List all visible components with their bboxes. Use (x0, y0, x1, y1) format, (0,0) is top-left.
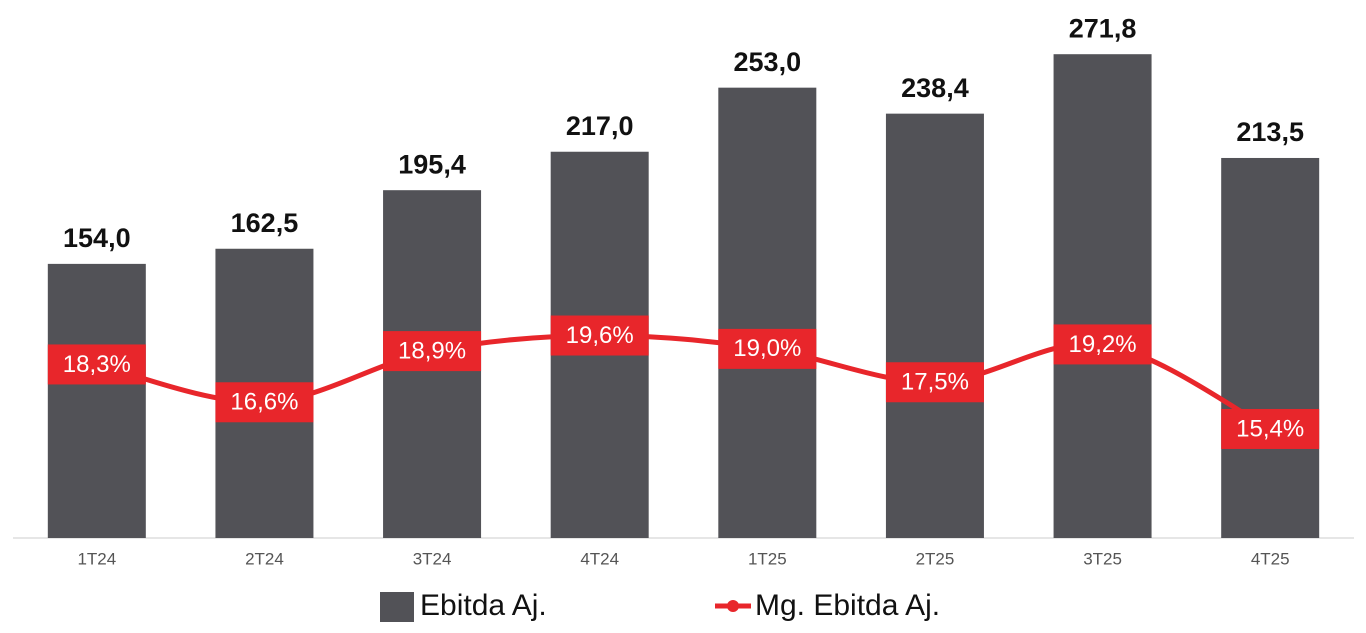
bar-value-label: 154,0 (63, 223, 131, 253)
line-label-box (215, 382, 314, 423)
x-tick-label: 4T24 (580, 549, 619, 568)
bar-value-label: 195,4 (398, 149, 466, 179)
bar (718, 87, 817, 538)
x-tick-label: 3T25 (1083, 549, 1122, 568)
line-value-label: 18,3% (63, 351, 131, 378)
bar (47, 263, 146, 538)
legend-marker (727, 600, 739, 612)
line-value-label: 17,5% (901, 369, 969, 396)
bar-value-label: 271,8 (1069, 13, 1137, 43)
x-tick-label: 2T25 (916, 549, 955, 568)
line-label-box (718, 328, 817, 369)
bar-value-label: 217,0 (566, 111, 634, 141)
line-value-label: 19,2% (1069, 331, 1137, 358)
bar-value-label: 238,4 (901, 73, 969, 103)
legend-swatch (380, 592, 414, 622)
line-label-box (383, 331, 482, 372)
x-tick-label: 3T24 (413, 549, 452, 568)
legend-label: Mg. Ebitda Aj. (755, 589, 940, 622)
x-tick-label: 2T24 (245, 549, 284, 568)
x-tick-label: 1T24 (77, 549, 116, 568)
x-tick-label: 1T25 (748, 549, 787, 568)
line-value-label: 15,4% (1236, 415, 1304, 442)
line-label-box (885, 362, 984, 403)
legend-label: Ebitda Aj. (420, 589, 547, 622)
bar (1221, 157, 1320, 538)
line-value-label: 19,6% (566, 322, 634, 349)
line-value-label: 16,6% (230, 389, 298, 416)
line-value-label: 18,9% (398, 337, 466, 364)
line-label-box (1221, 408, 1320, 449)
bar-value-label: 253,0 (734, 47, 802, 77)
bar-value-label: 213,5 (1236, 117, 1304, 147)
line-label-box (47, 344, 146, 385)
line-label-box (1053, 324, 1152, 365)
x-tick-label: 4T25 (1251, 549, 1290, 568)
bar (885, 113, 984, 538)
bar-value-label: 162,5 (231, 208, 299, 238)
bar (1053, 54, 1152, 539)
line-label-box (550, 315, 649, 356)
line-value-label: 19,0% (733, 335, 801, 362)
